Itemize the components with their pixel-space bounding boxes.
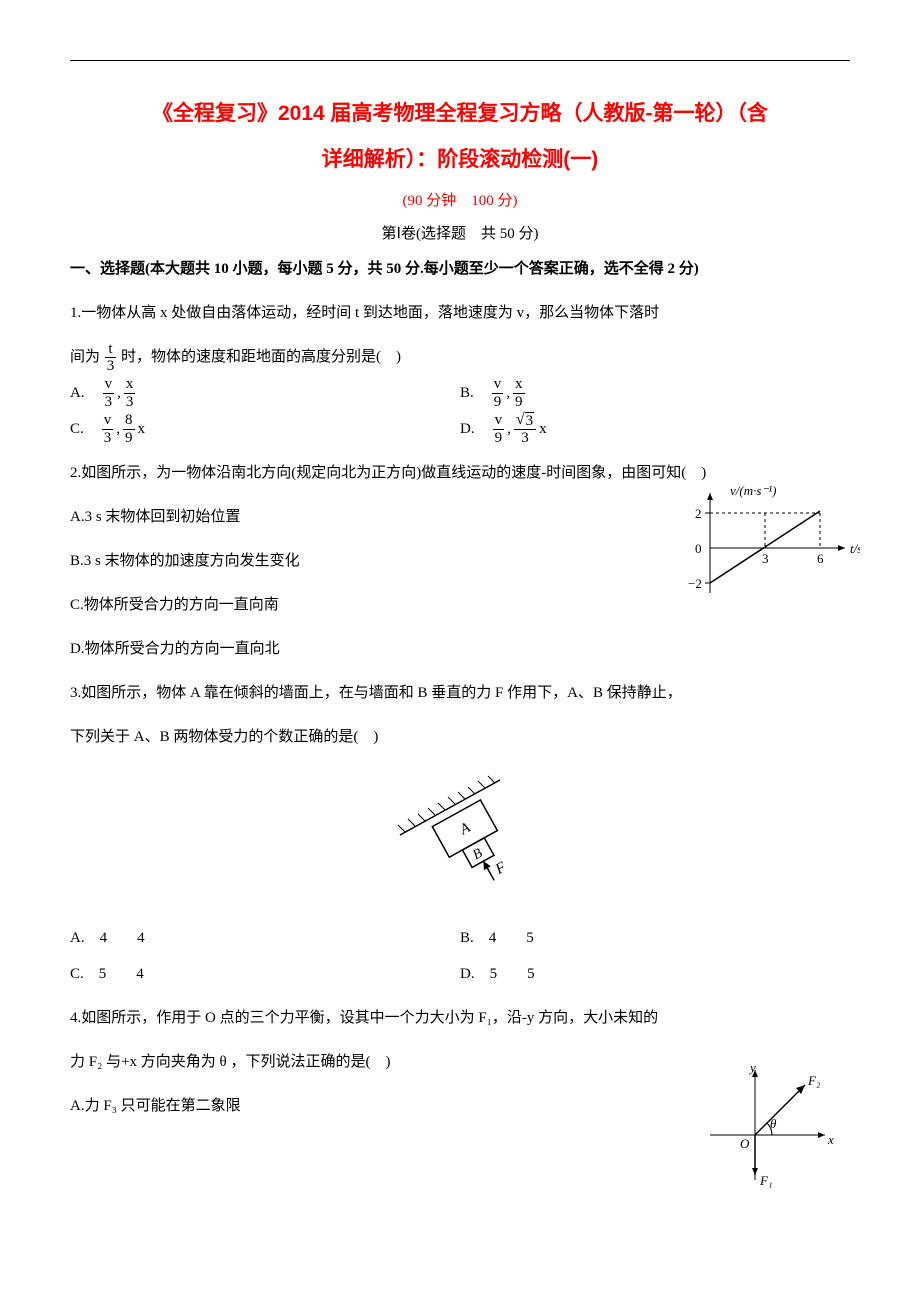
q2-option-d: D.物体所受合力的方向一直向北: [70, 631, 850, 667]
frac-num: 8: [123, 412, 135, 430]
document-page: 《全程复习》2014 届高考物理全程复习方略（人教版-第一轮）（含 详细解析）：…: [0, 0, 920, 1164]
force-diagram-icon: y x O F₂ F₁ θ: [700, 1060, 840, 1190]
frac-num: v: [102, 412, 114, 430]
tick-y-neg2: −2: [688, 576, 702, 591]
fraction: x 3: [124, 376, 136, 410]
label-F1: F₁: [759, 1173, 772, 1188]
graph-ylabel: v/(m·s⁻¹): [730, 483, 777, 498]
frac-num: v: [492, 376, 504, 394]
comma: ,: [506, 375, 510, 411]
q1-option-d: D. v 9 , √3 3 x: [460, 411, 850, 447]
q3-stem2: 下列关于 A、B 两物体受力的个数正确的是( ): [70, 719, 850, 755]
fraction: √3 3: [514, 412, 536, 447]
label-A: A: [456, 820, 473, 839]
tail: x: [539, 411, 547, 447]
q1-option-b: B. v 9 , x 9: [460, 375, 850, 411]
fraction-t-over-3: t 3: [105, 341, 117, 375]
paper-part: 第Ⅰ卷(选择题 共 50 分): [70, 222, 850, 243]
tick-y-0: 0: [695, 541, 702, 556]
frac-num: v: [103, 376, 115, 394]
frac-num: x: [513, 376, 525, 394]
fraction: x 9: [513, 376, 525, 410]
fraction: v 3: [103, 376, 115, 410]
sqrt-arg: 3: [525, 412, 535, 430]
frac-den: 9: [513, 394, 525, 411]
frac-num: v: [493, 412, 505, 430]
fraction: v 9: [493, 412, 505, 446]
q4-stem1: 4.如图所示，作用于 O 点的三个力平衡，设其中一个力大小为 F₁，沿-y 方向…: [70, 1000, 850, 1036]
frac-den: 3: [105, 358, 117, 375]
origin-O: O: [740, 1136, 750, 1151]
q1-stem-a: 1.一物体从高 x 处做自由落体运动，经时间 t 到达地面，落地速度为 v，那么…: [70, 295, 850, 331]
q3-options-row2: C. 5 4 D. 5 5: [70, 956, 850, 992]
q3-stem1: 3.如图所示，物体 A 靠在倾斜的墙面上，在与墙面和 B 垂直的力 F 作用下，…: [70, 675, 850, 711]
q1-options-row2: C. v 3 , 8 9 x D. v 9 , √3 3 x: [70, 411, 850, 447]
option-label: A.: [70, 375, 100, 411]
fraction: v 9: [492, 376, 504, 410]
axis-x: x: [827, 1132, 834, 1147]
frac-den: 3: [124, 394, 136, 411]
axis-y: y: [748, 1060, 756, 1075]
timing-text: (90 分钟 100 分): [70, 189, 850, 210]
option-label: D.: [460, 411, 490, 447]
q1-stem-b: 间为 t 3 时，物体的速度和距地面的高度分别是( ): [70, 339, 850, 375]
title-line2: 详细解析）：阶段滚动检测(一): [70, 137, 850, 183]
q3-options-row1: A. 4 4 B. 4 5: [70, 920, 850, 956]
frac-den: 3: [514, 430, 536, 447]
velocity-time-graph-icon: v/(m·s⁻¹) t/s 2 0 −2 3 6: [680, 483, 860, 603]
q1-option-a: A. v 3 , x 3: [70, 375, 460, 411]
label-F2: F₂: [807, 1073, 821, 1088]
tick-y-2: 2: [695, 506, 702, 521]
title-line1: 《全程复习》2014 届高考物理全程复习方略（人教版-第一轮）（含: [70, 91, 850, 137]
graph-xlabel: t/s: [850, 541, 860, 556]
fraction: 8 9: [123, 412, 135, 446]
option-label: B.: [460, 375, 489, 411]
q2-block: 2.如图所示，为一物体沿南北方向(规定向北为正方向)做直线运动的速度-时间图象，…: [70, 455, 850, 667]
q3-option-a: A. 4 4: [70, 920, 460, 956]
tail: x: [138, 411, 146, 447]
q3-option-d: D. 5 5: [460, 956, 850, 992]
option-label: C.: [70, 411, 99, 447]
q1-option-c: C. v 3 , 8 9 x: [70, 411, 460, 447]
q1-stem-b-pre: 间为: [70, 349, 100, 365]
q3-figure: A B F: [70, 765, 850, 910]
fraction: v 3: [102, 412, 114, 446]
comma: ,: [117, 375, 121, 411]
tick-x-6: 6: [817, 551, 824, 566]
label-F: F: [492, 859, 509, 878]
frac-num: x: [124, 376, 136, 394]
frac-den: 3: [103, 394, 115, 411]
q1-stem-b-post: 时，物体的速度和距地面的高度分别是( ): [121, 349, 401, 365]
inclined-wall-diagram-icon: A B F: [380, 765, 540, 905]
frac-den: 3: [102, 430, 114, 447]
frac-num: √3: [514, 412, 536, 431]
comma: ,: [116, 411, 120, 447]
label-theta: θ: [770, 1116, 777, 1131]
top-divider: [70, 60, 850, 61]
frac-den: 9: [123, 430, 135, 447]
frac-den: 9: [493, 430, 505, 447]
frac-num: t: [105, 341, 117, 359]
q3-option-c: C. 5 4: [70, 956, 460, 992]
section1-title: 一、选择题(本大题共 10 小题，每小题 5 分，共 50 分.每小题至少一个答…: [70, 251, 850, 287]
q4-block: 4.如图所示，作用于 O 点的三个力平衡，设其中一个力大小为 F₁，沿-y 方向…: [70, 1000, 850, 1124]
tick-x-3: 3: [762, 551, 769, 566]
frac-den: 9: [492, 394, 504, 411]
q3-option-b: B. 4 5: [460, 920, 850, 956]
q1-options-row1: A. v 3 , x 3 B. v 9 , x 9: [70, 375, 850, 411]
comma: ,: [507, 411, 511, 447]
